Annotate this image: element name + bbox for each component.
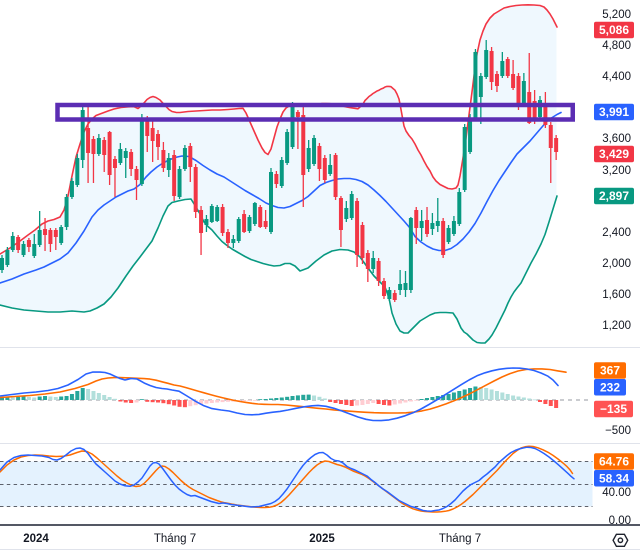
svg-text:1,200: 1,200 (602, 320, 631, 332)
svg-text:4,800: 4,800 (602, 40, 631, 52)
svg-text:40.00: 40.00 (602, 487, 631, 499)
svg-text:−500: −500 (605, 425, 631, 437)
svg-text:Tháng 7: Tháng 7 (154, 533, 196, 545)
svg-text:2,400: 2,400 (602, 227, 631, 239)
svg-text:3,991: 3,991 (599, 105, 629, 119)
svg-text:367: 367 (600, 364, 620, 378)
svg-text:2,000: 2,000 (602, 258, 631, 270)
svg-text:2025: 2025 (309, 533, 335, 545)
svg-text:5,086: 5,086 (599, 23, 629, 37)
svg-text:−135: −135 (600, 402, 627, 416)
svg-text:5,200: 5,200 (602, 9, 631, 21)
svg-text:3,200: 3,200 (602, 165, 631, 177)
svg-text:3,429: 3,429 (599, 147, 629, 161)
svg-text:0.00: 0.00 (609, 515, 631, 527)
svg-text:232: 232 (600, 381, 620, 395)
svg-text:Tháng 7: Tháng 7 (439, 533, 481, 545)
svg-text:3,600: 3,600 (602, 133, 631, 145)
svg-text:64.76: 64.76 (599, 455, 629, 469)
svg-text:2,897: 2,897 (599, 189, 629, 203)
svg-text:2024: 2024 (23, 533, 49, 545)
svg-text:58.34: 58.34 (599, 471, 629, 485)
svg-text:4,400: 4,400 (602, 71, 631, 83)
svg-text:1,600: 1,600 (602, 289, 631, 301)
